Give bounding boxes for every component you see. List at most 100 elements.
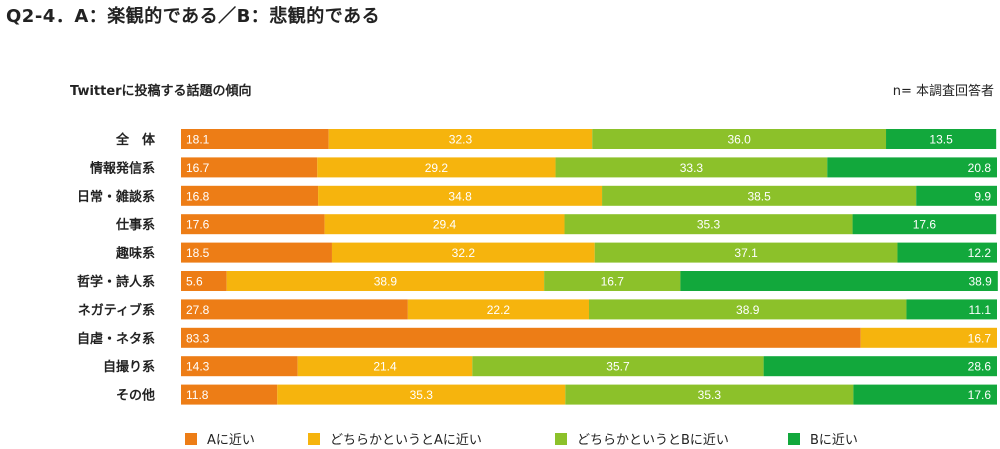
data-label: 9.9 bbox=[974, 189, 991, 203]
bar-segment bbox=[317, 157, 556, 178]
bar-segment bbox=[297, 356, 473, 377]
data-label: 37.1 bbox=[734, 246, 758, 260]
bar-segment bbox=[897, 242, 997, 263]
bar-segment bbox=[226, 271, 545, 291]
category-label: 哲学・詩人系 bbox=[77, 274, 155, 290]
legend: Aに近い どちらかというとAに近い どちらかというとBに近い Bに近い bbox=[185, 429, 858, 448]
bar-segment bbox=[565, 384, 854, 405]
legend-swatch-a bbox=[185, 432, 197, 445]
data-label: 32.2 bbox=[452, 246, 476, 260]
bar-segment bbox=[544, 271, 681, 291]
category-label: 趣味系 bbox=[115, 246, 155, 262]
data-label: 28.6 bbox=[968, 360, 992, 374]
bar-segment bbox=[181, 214, 325, 235]
data-label: 11.8 bbox=[186, 388, 209, 402]
bar-segment bbox=[763, 356, 997, 377]
category-label: 全 体 bbox=[115, 132, 156, 148]
data-label: 29.2 bbox=[425, 161, 449, 175]
data-label: 16.7 bbox=[968, 331, 992, 345]
data-label: 17.6 bbox=[913, 218, 937, 232]
data-label: 5.6 bbox=[186, 275, 203, 289]
data-label: 17.6 bbox=[968, 388, 992, 402]
data-label: 14.3 bbox=[186, 360, 210, 374]
data-label: 13.5 bbox=[929, 133, 953, 147]
bar-segment bbox=[181, 185, 319, 206]
bar-segment bbox=[555, 157, 828, 178]
bar-segment bbox=[318, 185, 603, 206]
data-label: 16.8 bbox=[186, 189, 210, 203]
bar-segment bbox=[181, 384, 278, 405]
data-label: 27.8 bbox=[186, 303, 210, 317]
bar-segment bbox=[181, 299, 408, 320]
data-label: 33.3 bbox=[680, 161, 704, 175]
bar-segment bbox=[589, 299, 907, 320]
legend-item-a: Aに近い bbox=[185, 429, 308, 448]
page-title: Q2-4．A：楽観的である／B：悲観的である bbox=[6, 6, 381, 27]
data-label: 38.9 bbox=[374, 275, 398, 289]
data-label: 35.7 bbox=[606, 360, 630, 374]
legend-item-b: Bに近い bbox=[788, 429, 858, 448]
bar-segment bbox=[407, 299, 589, 320]
data-label: 38.5 bbox=[747, 189, 771, 203]
bar-segment bbox=[324, 214, 565, 235]
data-label: 83.3 bbox=[186, 331, 210, 345]
bar-segment bbox=[328, 129, 593, 149]
category-label: 仕事系 bbox=[115, 217, 155, 233]
category-label: その他 bbox=[116, 388, 155, 404]
category-label: 情報発信系 bbox=[90, 160, 155, 176]
legend-swatch-lean-a bbox=[308, 432, 320, 445]
bar-segment bbox=[181, 129, 329, 149]
category-label: ネガティブ系 bbox=[78, 302, 155, 318]
bar-segment bbox=[594, 242, 898, 263]
data-label: 16.7 bbox=[601, 275, 625, 289]
bar-segment bbox=[592, 129, 887, 149]
category-label: 自撮り系 bbox=[103, 359, 155, 375]
bar-segment bbox=[852, 214, 997, 235]
bar-segment bbox=[331, 242, 595, 263]
bar-segment bbox=[277, 384, 566, 405]
data-label: 18.5 bbox=[186, 246, 210, 260]
category-label: 日常・雑談系 bbox=[77, 189, 155, 205]
bar-segment bbox=[853, 384, 997, 405]
data-label: 17.6 bbox=[186, 218, 210, 232]
bar-segment bbox=[602, 185, 917, 206]
data-label: 18.1 bbox=[186, 133, 210, 147]
bar-segment bbox=[860, 327, 997, 348]
data-label: 32.3 bbox=[449, 133, 473, 147]
data-label: 35.3 bbox=[697, 218, 721, 232]
data-label: 36.0 bbox=[727, 133, 751, 147]
data-label: 29.4 bbox=[433, 218, 457, 232]
bar-segment bbox=[906, 299, 997, 320]
legend-item-lean-b: どちらかというとBに近い bbox=[555, 429, 788, 448]
legend-swatch-b bbox=[788, 432, 800, 445]
chart-title: Twitterに投稿する話題の傾向 bbox=[70, 84, 252, 99]
bar-segment bbox=[564, 214, 853, 235]
data-label: 34.8 bbox=[448, 189, 472, 203]
bar-segment bbox=[181, 242, 332, 263]
data-label: 20.8 bbox=[968, 161, 992, 175]
legend-item-lean-a: どちらかというとAに近い bbox=[308, 429, 555, 448]
bar-segment bbox=[916, 185, 997, 206]
data-label: 21.4 bbox=[373, 360, 397, 374]
legend-swatch-lean-b bbox=[555, 432, 567, 445]
bar-segment bbox=[680, 271, 998, 291]
data-label: 35.3 bbox=[410, 388, 434, 402]
sample-note: n= 本調査回答者 bbox=[892, 84, 994, 99]
legend-label-a: Aに近い bbox=[207, 433, 255, 448]
bar-segment bbox=[886, 129, 997, 149]
data-label: 38.9 bbox=[736, 303, 760, 317]
bar-segment bbox=[827, 157, 997, 178]
data-label: 22.2 bbox=[487, 303, 511, 317]
data-label: 12.2 bbox=[968, 246, 992, 260]
bar-segment bbox=[472, 356, 764, 377]
data-label: 35.3 bbox=[698, 388, 722, 402]
legend-label-b: Bに近い bbox=[810, 433, 858, 448]
bar-segment bbox=[181, 271, 227, 291]
category-label: 自虐・ネタ系 bbox=[77, 331, 155, 347]
legend-label-lean-b: どちらかというとBに近い bbox=[577, 433, 729, 448]
bar-segment bbox=[181, 157, 318, 178]
data-label: 11.1 bbox=[969, 303, 992, 317]
bar-segment bbox=[181, 356, 298, 377]
bar-segment bbox=[181, 327, 861, 348]
